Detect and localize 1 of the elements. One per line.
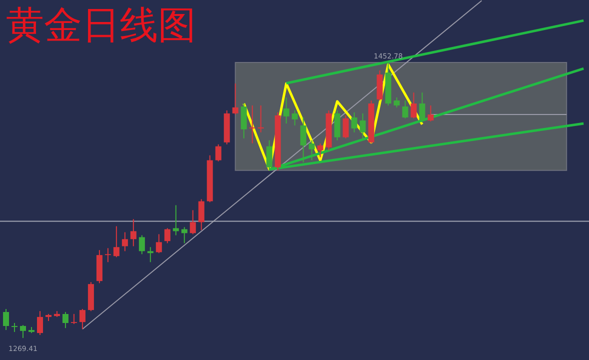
chart-title: 黄金日线图	[6, 3, 196, 47]
